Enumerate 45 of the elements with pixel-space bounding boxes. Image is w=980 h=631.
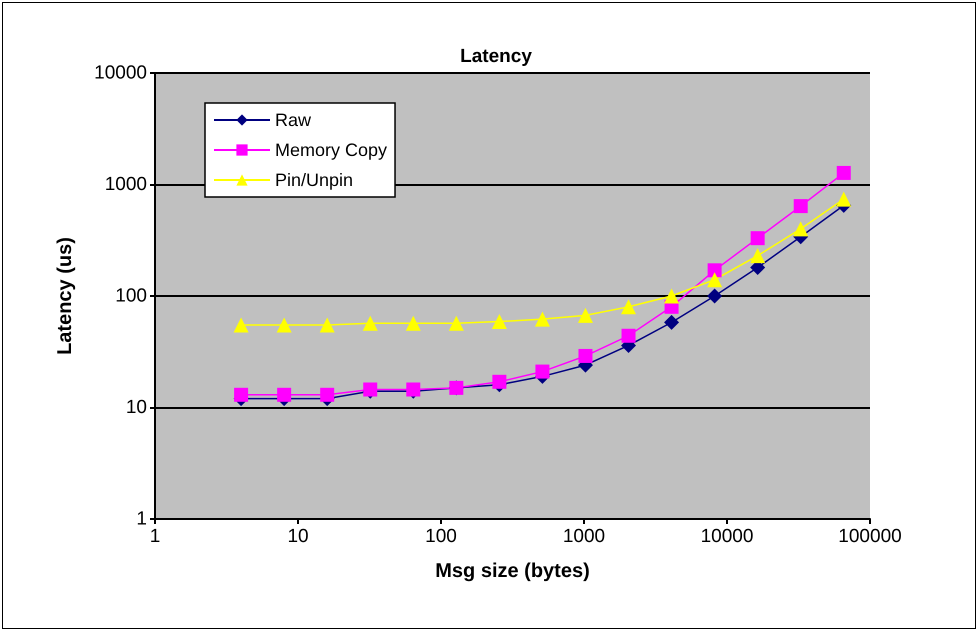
legend-label: Memory Copy [275,140,388,160]
y-axis-title: Latency (us) [54,237,76,355]
point [836,166,851,180]
legend-label: Pin/Unpin [275,170,354,190]
point [707,272,722,288]
y-tick-label: 10000 [94,62,147,84]
x-tick-label: 1 [150,526,160,547]
x-tick-label: 100 [425,526,457,547]
chart-title: Latency [460,46,532,67]
y-tick-label: 10 [126,397,147,418]
point [276,317,292,332]
point [320,317,335,332]
point [406,316,421,331]
point [535,364,550,379]
x-tick-label: 1000 [562,526,606,547]
point [708,263,722,278]
legend-label: Raw [275,110,312,130]
point [534,312,550,327]
point [750,248,766,264]
point [664,314,680,330]
point [622,328,636,343]
point [621,299,636,314]
point [578,308,593,323]
point [664,288,680,304]
point [793,221,808,236]
point [707,288,722,304]
point [794,199,808,214]
x-tick-label: 100000 [838,526,902,547]
point [836,192,852,207]
point [750,231,765,246]
point [234,388,248,402]
y-tick-label: 1 [136,508,147,530]
x-axis-title: Msg size (bytes) [435,560,590,582]
point [320,388,334,402]
point [362,316,378,331]
point [492,314,507,330]
point [277,388,292,402]
point [492,374,506,389]
point [234,317,249,332]
x-tick-label: 10 [287,526,309,547]
y-tick-label: 1000 [104,174,147,195]
x-tick-label: 10000 [700,526,754,547]
point [448,316,464,331]
y-tick-label: 100 [115,286,147,306]
point [578,348,592,363]
